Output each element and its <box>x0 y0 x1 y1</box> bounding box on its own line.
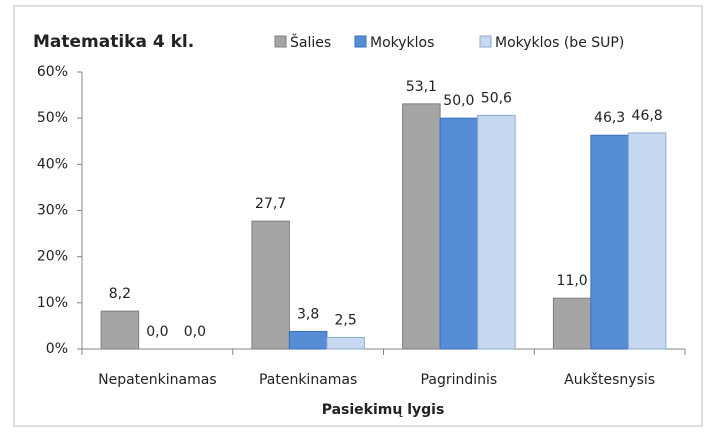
chart-title: Matematika 4 kl. <box>33 32 194 52</box>
y-tick-label: 50% <box>37 110 68 126</box>
value-label: 8,2 <box>109 286 131 302</box>
value-label: 50,0 <box>443 93 474 109</box>
x-tick-label: Pagrindinis <box>421 372 498 388</box>
y-tick-label: 10% <box>37 295 68 311</box>
x-tick-label: Aukštesnysis <box>564 372 655 388</box>
bar <box>288 330 328 350</box>
legend-swatch <box>274 35 287 48</box>
value-label: 53,1 <box>406 79 437 95</box>
value-label: 46,8 <box>632 108 663 124</box>
y-tick-label: 40% <box>37 156 68 172</box>
y-tick-label: 20% <box>37 249 68 265</box>
value-label: 50,6 <box>481 90 512 106</box>
value-label: 11,0 <box>557 273 588 289</box>
legend-label: Mokyklos (be SUP) <box>495 35 624 51</box>
bar <box>439 117 479 350</box>
value-label: 46,3 <box>594 110 625 126</box>
chart-frame <box>13 5 703 427</box>
bar <box>477 114 516 350</box>
bar <box>627 132 667 350</box>
bar <box>590 134 629 350</box>
value-label: 3,8 <box>297 306 319 322</box>
bar <box>251 220 290 350</box>
y-tick-label: 60% <box>37 64 68 80</box>
value-label: 2,5 <box>334 312 356 328</box>
legend-swatch <box>479 35 492 48</box>
value-label: 0,0 <box>146 324 168 340</box>
y-tick-label: 30% <box>37 203 68 219</box>
bar <box>326 336 365 350</box>
value-label: 27,7 <box>255 196 286 212</box>
y-tick-label: 0% <box>46 341 68 357</box>
bar <box>552 297 592 350</box>
x-tick-label: Patenkinamas <box>259 372 357 388</box>
legend-label: Mokyklos <box>370 35 434 51</box>
x-tick-label: Nepatenkinamas <box>98 372 217 388</box>
x-axis-title: Pasiekimų lygis <box>322 402 445 418</box>
bar <box>402 103 441 350</box>
legend-swatch <box>354 35 367 48</box>
value-label: 0,0 <box>184 324 206 340</box>
bar <box>100 310 140 350</box>
legend-label: Šalies <box>290 33 331 51</box>
